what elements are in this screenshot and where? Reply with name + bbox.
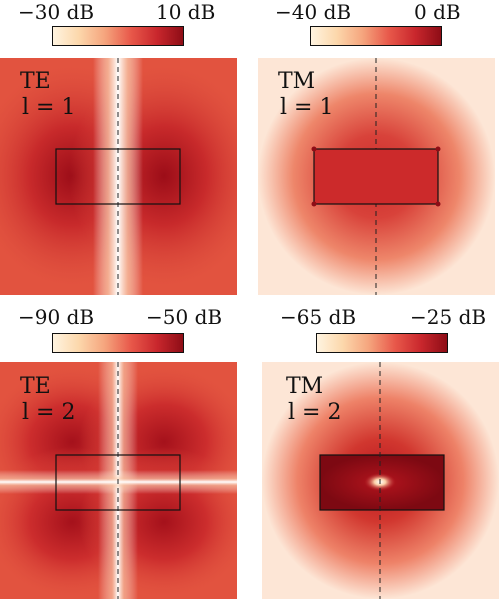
field-map-tm-l1 bbox=[258, 58, 495, 295]
colorbar-te-l2 bbox=[52, 333, 184, 353]
waveguide-core-tm-l1 bbox=[313, 148, 439, 205]
field-map-te-l1 bbox=[0, 58, 237, 295]
colorbar-max-label-tm-l1: 0 dB bbox=[414, 0, 461, 24]
l-label-te-l2: l = 2 bbox=[22, 400, 76, 425]
colorbar-te-l1 bbox=[52, 26, 184, 46]
colorbar-min-label-te-l2: −90 dB bbox=[18, 305, 95, 329]
colorbar-min-label-tm-l1: −40 dB bbox=[275, 0, 352, 24]
mode-label-te-l1: TE bbox=[20, 69, 51, 94]
l-label-tm-l1: l = 1 bbox=[280, 95, 334, 120]
waveguide-core-te-l1 bbox=[55, 148, 181, 205]
colorbar-max-label-tm-l2: −25 dB bbox=[410, 305, 487, 329]
colorbar-max-label-te-l2: −50 dB bbox=[146, 305, 223, 329]
field-map-tm-l2 bbox=[262, 362, 499, 599]
colorbar-min-label-te-l1: −30 dB bbox=[18, 0, 95, 24]
waveguide-core-te-l2 bbox=[55, 454, 181, 511]
mode-label-tm-l2: TM bbox=[286, 374, 324, 399]
mode-label-te-l2: TE bbox=[20, 374, 51, 399]
colorbar-tm-l2 bbox=[316, 333, 448, 353]
colorbar-min-label-tm-l2: −65 dB bbox=[280, 305, 357, 329]
field-map-te-l2 bbox=[0, 362, 237, 599]
l-label-te-l1: l = 1 bbox=[22, 95, 76, 120]
colorbar-max-label-te-l1: 10 dB bbox=[156, 0, 216, 24]
colorbar-tm-l1 bbox=[310, 26, 442, 46]
l-label-tm-l2: l = 2 bbox=[288, 400, 342, 425]
mode-label-tm-l1: TM bbox=[278, 69, 316, 94]
